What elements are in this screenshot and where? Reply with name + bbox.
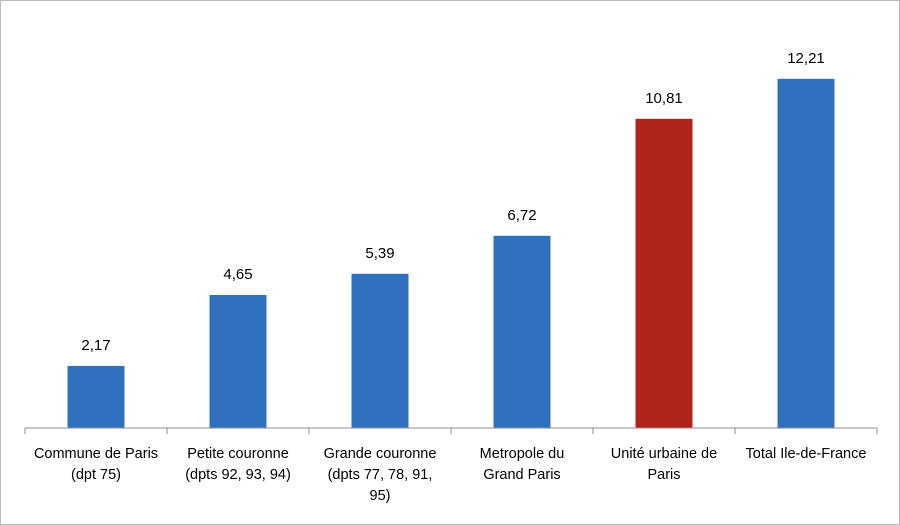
data-label-0: 2,17 (81, 337, 110, 354)
category-label-1: Petite couronne (dpts 92, 93, 94) (185, 446, 291, 483)
data-label-1: 4,65 (223, 266, 252, 283)
bar-4 (635, 118, 693, 429)
bar-3 (493, 235, 551, 428)
data-label-2: 5,39 (365, 245, 394, 262)
category-label-3: Metropole du Grand Paris (480, 446, 565, 483)
bar-2 (351, 273, 409, 428)
category-label-5: Total Ile-de-France (746, 446, 867, 462)
bar-1 (209, 295, 267, 428)
category-label-0: Commune de Paris (dpt 75) (34, 446, 158, 483)
category-label-4: Unité urbaine de Paris (611, 446, 717, 483)
data-label-3: 6,72 (507, 207, 536, 224)
bar-5 (777, 78, 835, 429)
bar-0 (67, 365, 125, 428)
data-label-4: 10,81 (645, 90, 683, 107)
data-label-5: 12,21 (787, 50, 825, 67)
category-label-2: Grande couronne (dpts 77, 78, 91, 95) (324, 446, 437, 504)
